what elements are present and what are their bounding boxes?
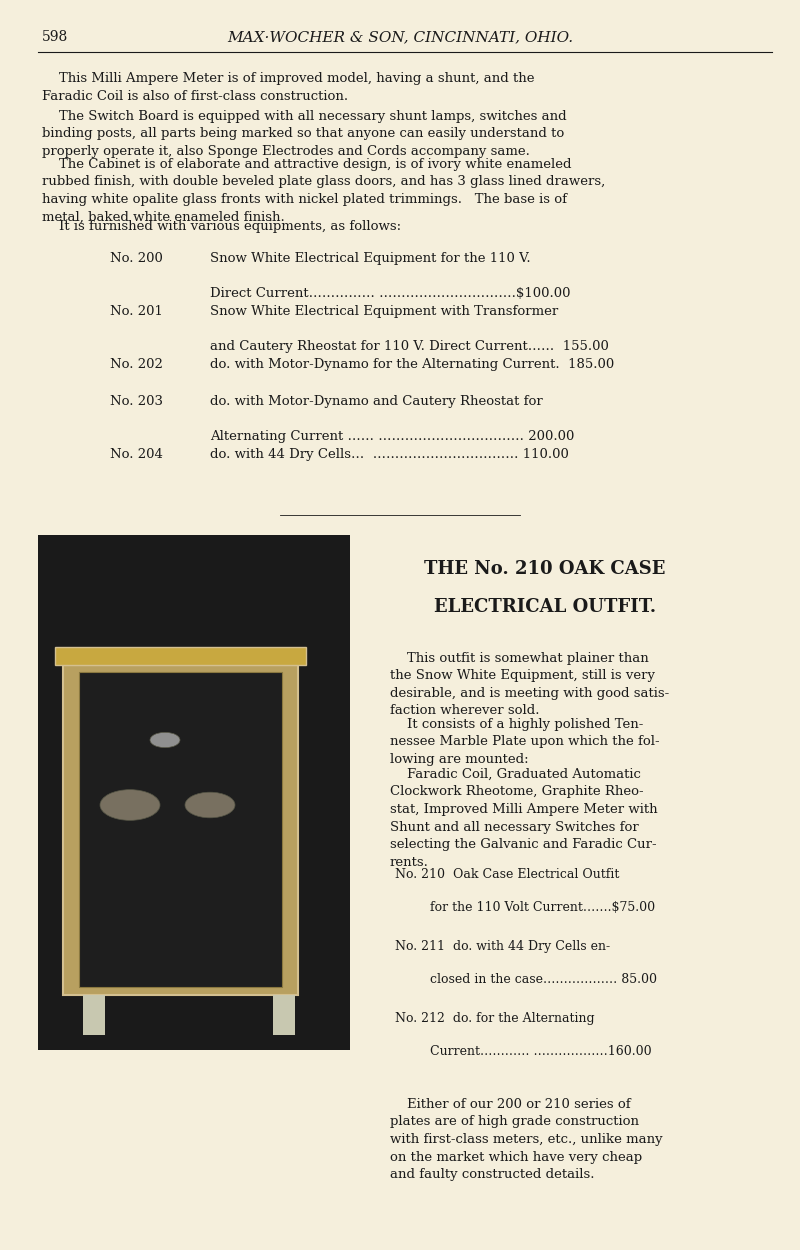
Text: 598: 598 — [42, 30, 68, 44]
Text: No. 202: No. 202 — [110, 357, 163, 371]
Text: No. 212  do. for the Alternating: No. 212 do. for the Alternating — [395, 1013, 594, 1025]
Text: No. 210  Oak Case Electrical Outfit: No. 210 Oak Case Electrical Outfit — [395, 867, 619, 881]
Text: This outfit is somewhat plainer than
the Snow White Equipment, still is very
des: This outfit is somewhat plainer than the… — [390, 652, 670, 717]
Text: It consists of a highly polished Ten-
nessee Marble Plate upon which the fol-
lo: It consists of a highly polished Ten- ne… — [390, 718, 660, 766]
Text: No. 203: No. 203 — [110, 395, 163, 408]
Text: This Milli Ampere Meter is of improved model, having a shunt, and the
Faradic Co: This Milli Ampere Meter is of improved m… — [42, 72, 534, 102]
Text: do. with Motor-Dynamo for the Alternating Current.  185.00: do. with Motor-Dynamo for the Alternatin… — [210, 357, 614, 371]
Text: No. 211  do. with 44 Dry Cells en-: No. 211 do. with 44 Dry Cells en- — [395, 940, 610, 952]
Text: Alternating Current …… …………………………… 200.00: Alternating Current …… …………………………… 200.0… — [210, 430, 574, 442]
Text: Either of our 200 or 210 series of
plates are of high grade construction
with fi: Either of our 200 or 210 series of plate… — [390, 1098, 662, 1181]
Text: and Cautery Rheostat for 110 V. Direct Current……  155.00: and Cautery Rheostat for 110 V. Direct C… — [210, 340, 609, 352]
Text: Snow White Electrical Equipment for the 110 V.: Snow White Electrical Equipment for the … — [210, 253, 530, 265]
Text: Direct Current…………… ………………………….$100.00: Direct Current…………… ………………………….$100.00 — [210, 288, 570, 300]
Text: Current………… ………………160.00: Current………… ………………160.00 — [430, 1045, 652, 1058]
Text: No. 201: No. 201 — [110, 305, 163, 318]
Text: MAX·WOCHER & SON, CINCINNATI, OHIO.: MAX·WOCHER & SON, CINCINNATI, OHIO. — [227, 30, 573, 44]
Text: The Cabinet is of elaborate and attractive design, is of ivory white enameled
ru: The Cabinet is of elaborate and attracti… — [42, 158, 606, 224]
Text: No. 204: No. 204 — [110, 448, 163, 461]
Text: The Switch Board is equipped with all necessary shunt lamps, switches and
bindin: The Switch Board is equipped with all ne… — [42, 110, 566, 158]
Text: It is furnished with various equipments, as follows:: It is furnished with various equipments,… — [42, 220, 401, 232]
Text: closed in the case……………… 85.00: closed in the case……………… 85.00 — [430, 972, 657, 986]
Text: No. 200: No. 200 — [110, 253, 163, 265]
Text: for the 110 Volt Current…….$75.00: for the 110 Volt Current…….$75.00 — [430, 901, 655, 914]
Text: ELECTRICAL OUTFIT.: ELECTRICAL OUTFIT. — [434, 598, 656, 616]
Text: do. with Motor-Dynamo and Cautery Rheostat for: do. with Motor-Dynamo and Cautery Rheost… — [210, 395, 542, 408]
Text: do. with 44 Dry Cells…  …………………………… 110.00: do. with 44 Dry Cells… …………………………… 110.0… — [210, 448, 569, 461]
Text: Snow White Electrical Equipment with Transformer: Snow White Electrical Equipment with Tra… — [210, 305, 558, 318]
Text: Faradic Coil, Graduated Automatic
Clockwork Rheotome, Graphite Rheo-
stat, Impro: Faradic Coil, Graduated Automatic Clockw… — [390, 768, 658, 869]
Text: THE No. 210 OAK CASE: THE No. 210 OAK CASE — [424, 560, 666, 578]
